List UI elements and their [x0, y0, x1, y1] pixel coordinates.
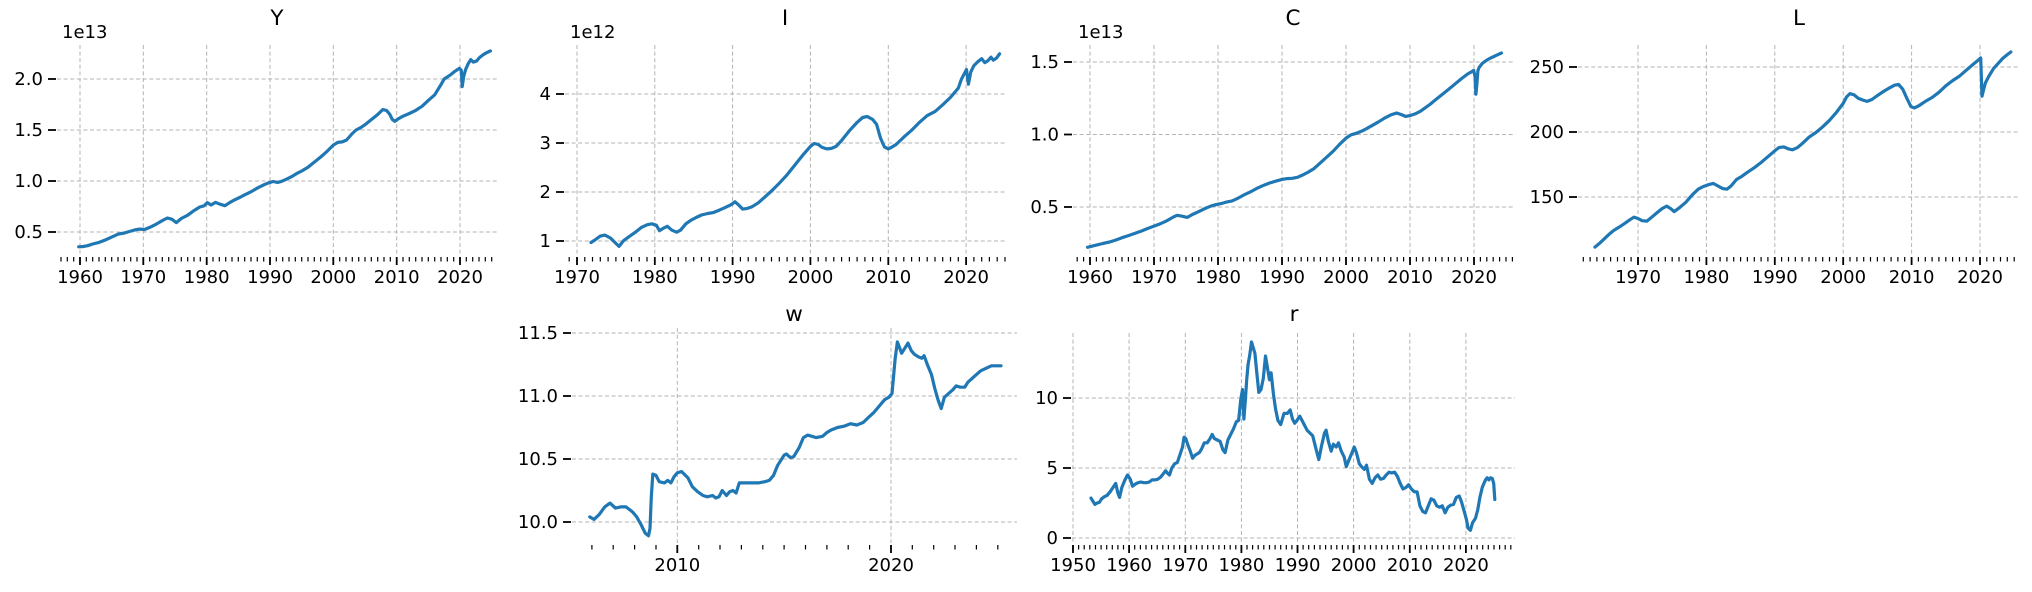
- x-tick-label: 1970: [1615, 267, 1661, 288]
- x-tick-label: 1980: [1195, 267, 1241, 288]
- y-tick-label: 1: [540, 231, 551, 252]
- x-tick-label: 1990: [247, 267, 293, 288]
- x-tick-label: 1970: [1131, 267, 1177, 288]
- x-tick-label: 2020: [1957, 267, 2003, 288]
- chart-w: 2010 2020 10.0 10.5 11.0 11.5 w: [430, 296, 1030, 592]
- data-line-C: [1085, 51, 1504, 249]
- chart-L: 1970 1980 1990 2000 2010 2020 150 200 250 L: [1524, 0, 2032, 296]
- y-tick-label: 0: [1047, 528, 1058, 549]
- x-tick-label: 2000: [310, 267, 356, 288]
- y-tick-label: 10: [1035, 388, 1058, 409]
- y-tick-label: 4: [540, 84, 551, 105]
- chart-C: 1960 1970 1980 1990 2000 2010 2020 0.5 1.0 1.5 C …: [1016, 0, 1524, 296]
- y-tick-label: 2.0: [14, 69, 43, 90]
- x-tick-label: 2010: [1387, 267, 1433, 288]
- x-tick-label: 1970: [1162, 555, 1208, 576]
- chart-title-r: r: [1289, 302, 1299, 327]
- y-tick-label: 250: [1530, 57, 1564, 78]
- x-tick-label: 1970: [554, 267, 600, 288]
- chart-I: 1970 1980 1990 2000 2010 2020 1 2 3 4 I 1e12: [508, 0, 1016, 296]
- plot-area-I: 1970 1980 1990 2000 2010 2020 1 2 3 4: [540, 45, 1006, 288]
- y-tick-label: 0.5: [14, 222, 43, 243]
- data-line-I: [589, 52, 1002, 248]
- y-tick-label: 1.0: [1030, 125, 1059, 146]
- data-line-Y: [77, 49, 492, 249]
- x-tick-label: 1980: [184, 267, 230, 288]
- y-tick-label: 10.5: [518, 449, 558, 470]
- y-axis-offset-label-I: 1e12: [570, 22, 616, 43]
- plot-area-w: 2010 2020 10.0 10.5 11.0 11.5: [518, 323, 1017, 576]
- x-tick-label: 2010: [865, 267, 911, 288]
- x-tick-label: 2010: [1889, 267, 1935, 288]
- x-tick-label: 2010: [654, 555, 700, 576]
- data-line-w: [588, 340, 1003, 538]
- x-tick-label: 2000: [1323, 267, 1369, 288]
- chart-title-L: L: [1793, 6, 1805, 31]
- y-tick-label: 3: [540, 133, 551, 154]
- y-tick-label: 200: [1530, 122, 1564, 143]
- x-tick-label: 2000: [1331, 555, 1377, 576]
- x-tick-label: 1990: [710, 267, 756, 288]
- x-tick-label: 2020: [943, 267, 989, 288]
- plot-area-r: 1950 1960 1970 1980 1990 2000 2010 2020 0 5 10: [1035, 333, 1515, 576]
- x-tick-label: 1960: [1067, 267, 1113, 288]
- x-tick-label: 1980: [1683, 267, 1729, 288]
- chart-title-Y: Y: [270, 6, 284, 31]
- y-tick-label: 10.0: [518, 512, 558, 533]
- y-tick-label: 0.5: [1030, 197, 1059, 218]
- x-tick-label: 1970: [120, 267, 166, 288]
- y-tick-label: 1.0: [14, 171, 43, 192]
- x-tick-label: 1960: [57, 267, 103, 288]
- chart-title-I: I: [781, 6, 789, 31]
- x-tick-label: 1990: [1275, 555, 1321, 576]
- x-tick-label: 1990: [1259, 267, 1305, 288]
- chart-title-w: w: [785, 302, 803, 327]
- y-tick-label: 11.0: [518, 386, 558, 407]
- y-tick-label: 11.5: [518, 323, 558, 344]
- y-tick-label: 2: [540, 182, 551, 203]
- plot-area-L: 1970 1980 1990 2000 2010 2020 150 200 250: [1530, 45, 2020, 288]
- chart-r: 1950 1960 1970 1980 1990 2000 2010 2020 0 5 10 r: [1030, 296, 1530, 592]
- x-tick-label: 2020: [868, 555, 914, 576]
- x-tick-label: 2010: [1387, 555, 1433, 576]
- x-tick-label: 2020: [1443, 555, 1489, 576]
- chart-title-C: C: [1285, 6, 1301, 31]
- data-line-r: [1089, 340, 1497, 532]
- x-tick-label: 1950: [1050, 555, 1096, 576]
- y-axis-offset-label-C: 1e13: [1078, 22, 1124, 43]
- y-tick-label: 1.5: [14, 120, 43, 141]
- y-axis-offset-label-Y: 1e13: [62, 22, 108, 43]
- x-tick-label: 2000: [787, 267, 833, 288]
- x-tick-label: 1980: [1218, 555, 1264, 576]
- y-tick-label: 1.5: [1030, 52, 1059, 73]
- x-tick-label: 1960: [1106, 555, 1152, 576]
- x-tick-label: 2020: [437, 267, 483, 288]
- x-tick-label: 2020: [1451, 267, 1497, 288]
- plot-area-Y: 1960 1970 1980 1990 2000 2010 2020 0.5 1.0 1.5 2.0: [14, 45, 497, 288]
- x-tick-label: 1990: [1752, 267, 1798, 288]
- plot-area-C: 1960 1970 1980 1990 2000 2010 2020 0.5 1.0 1.5: [1030, 45, 1514, 288]
- chart-Y: 1960 1970 1980 1990 2000 2010 2020 0.5 1.0 1.5 2.0…: [0, 0, 508, 296]
- x-tick-label: 2000: [1820, 267, 1866, 288]
- y-tick-label: 150: [1530, 187, 1564, 208]
- data-line-L: [1593, 50, 2013, 249]
- y-tick-label: 5: [1047, 458, 1058, 479]
- x-tick-label: 1980: [632, 267, 678, 288]
- x-tick-label: 2010: [374, 267, 420, 288]
